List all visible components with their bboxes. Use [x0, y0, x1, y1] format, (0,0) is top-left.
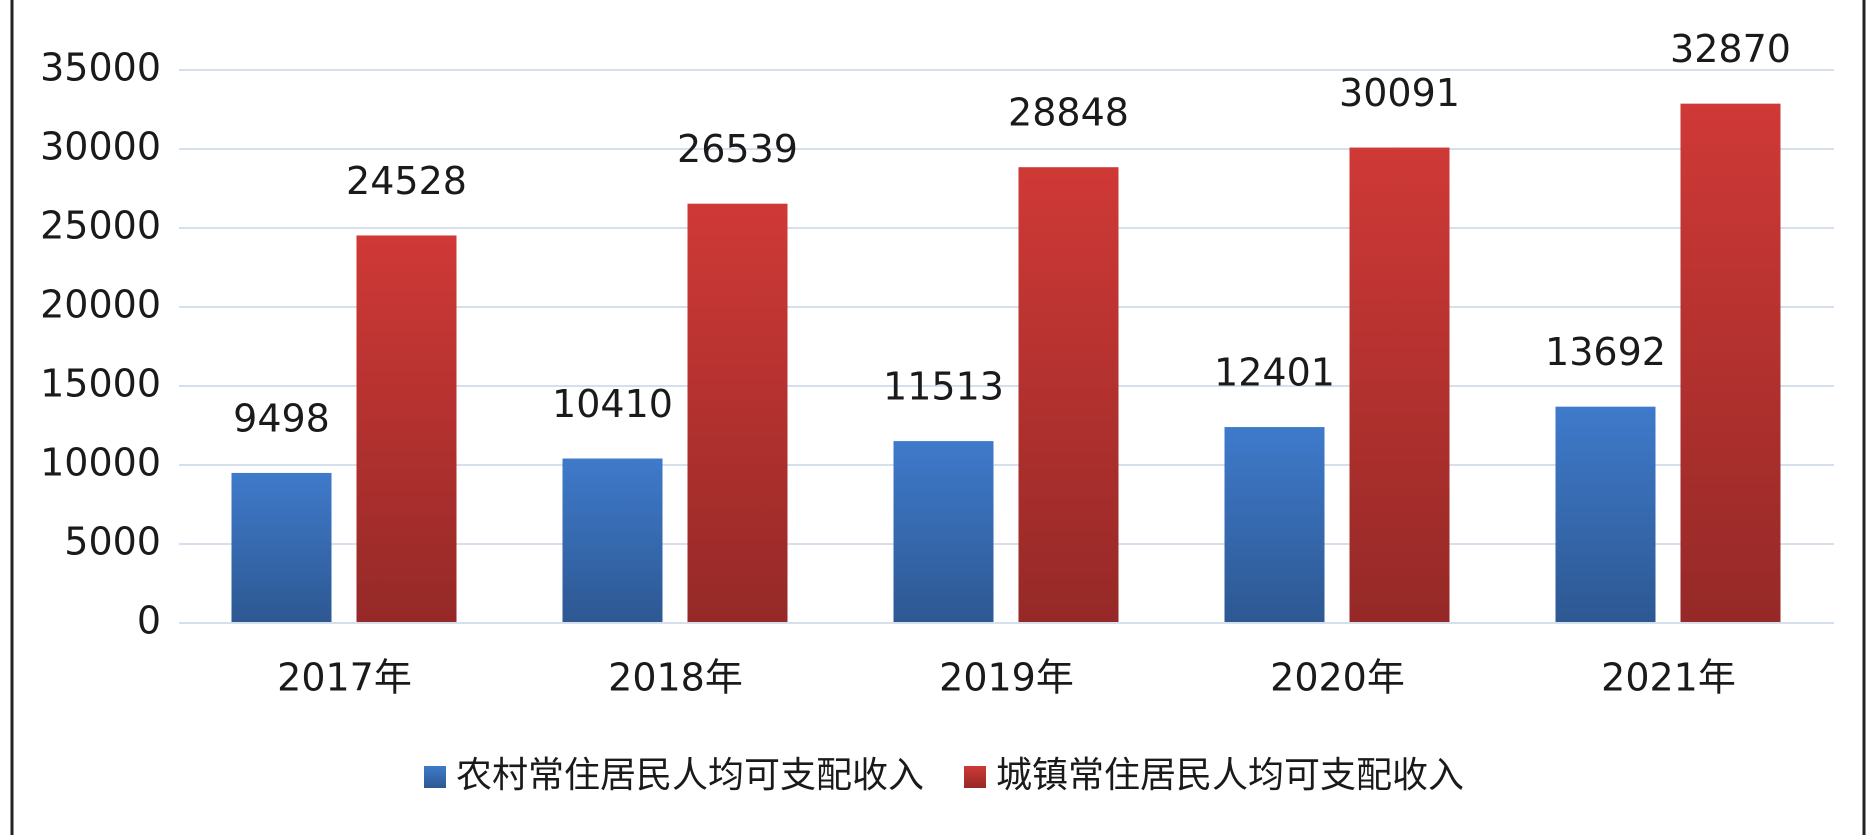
y-tick-label: 35000 [40, 46, 161, 90]
bar [1349, 147, 1450, 623]
x-tick-label: 2020年 [1270, 656, 1405, 700]
x-tick-label: 2021年 [1601, 656, 1736, 700]
legend-swatch [423, 766, 446, 788]
legend-swatch [964, 766, 986, 788]
data-label: 30091 [1339, 71, 1460, 115]
x-tick-label: 2018年 [608, 656, 743, 700]
legend-text: 农村常住居民人均可支配收入 [456, 755, 924, 796]
bar [562, 458, 663, 623]
bar [1555, 406, 1656, 623]
data-label: 12401 [1214, 351, 1335, 395]
data-label: 24528 [346, 159, 467, 203]
data-label: 32870 [1670, 27, 1791, 71]
legend-text: 城镇常住居民人均可支配收入 [996, 755, 1464, 796]
y-tick-label: 30000 [40, 125, 161, 169]
y-tick-label: 25000 [40, 204, 161, 248]
data-label: 28848 [1008, 91, 1129, 135]
x-tick-label: 2017年 [277, 656, 412, 700]
y-tick-label: 15000 [40, 362, 161, 406]
bar [231, 472, 332, 623]
data-label: 11513 [883, 365, 1004, 409]
bar [1018, 167, 1119, 623]
x-tick-label: 2019年 [939, 656, 1074, 700]
bar [893, 441, 994, 623]
bar [1224, 427, 1325, 623]
bar [356, 235, 457, 624]
data-label: 9498 [233, 396, 330, 440]
y-tick-label: 0 [137, 599, 161, 643]
data-label: 10410 [552, 382, 673, 426]
data-label: 13692 [1545, 330, 1666, 374]
y-tick-label: 5000 [64, 520, 161, 564]
data-label: 26539 [677, 127, 798, 171]
y-tick-label: 20000 [40, 283, 161, 327]
bar [1680, 103, 1781, 624]
y-tick-label: 10000 [40, 441, 161, 485]
bar [687, 203, 788, 623]
